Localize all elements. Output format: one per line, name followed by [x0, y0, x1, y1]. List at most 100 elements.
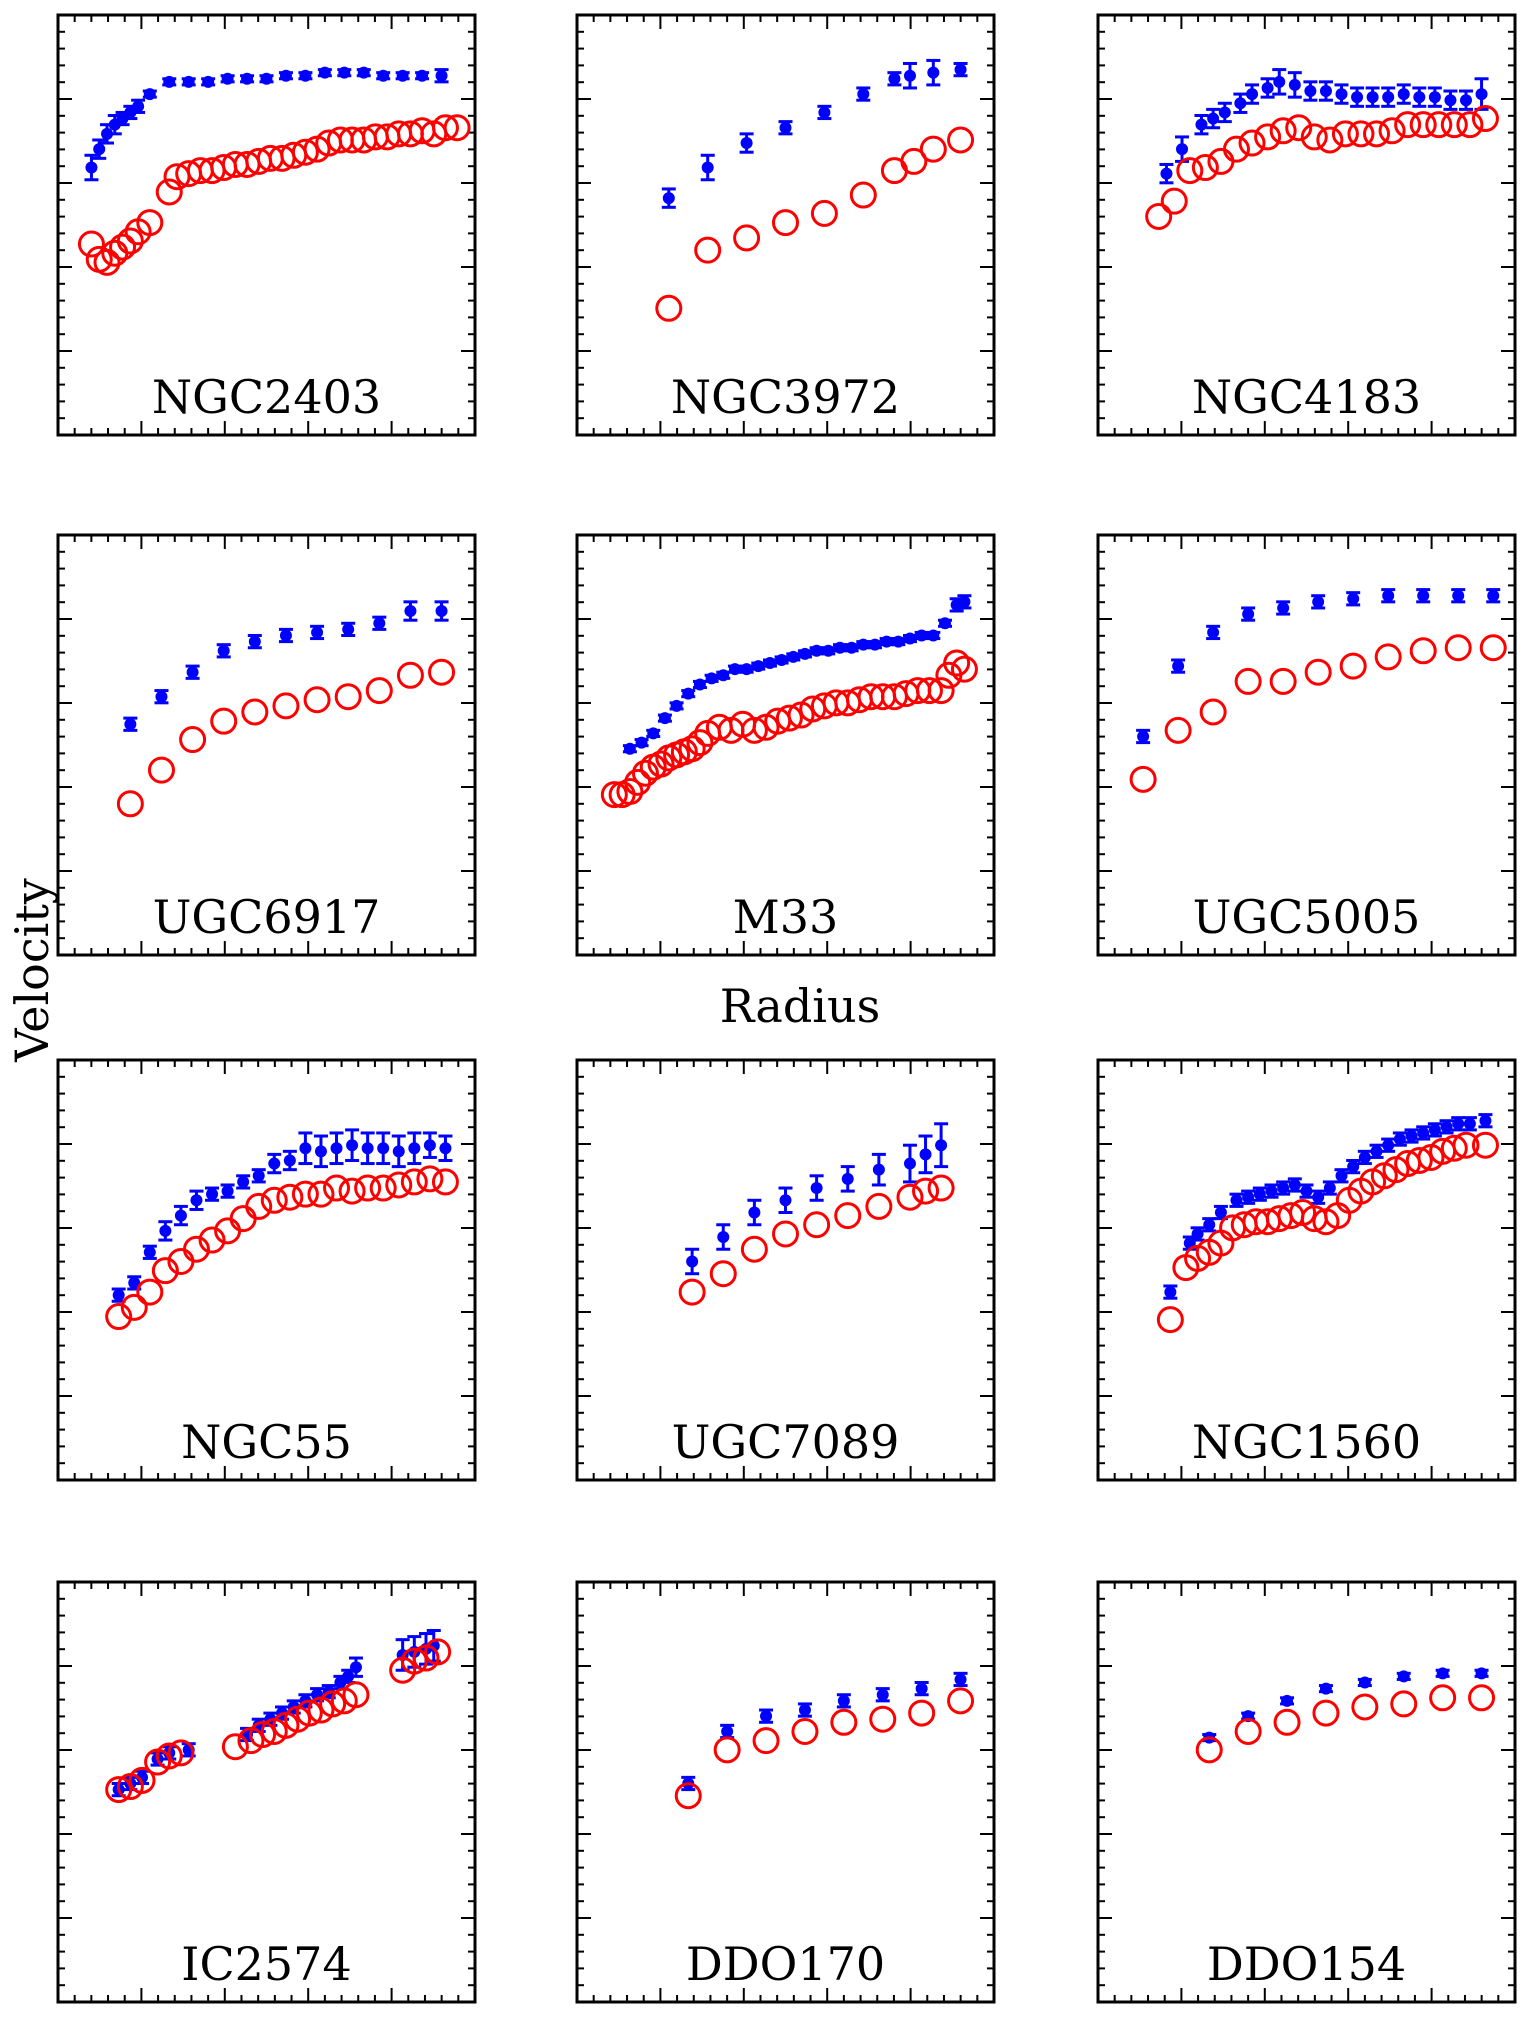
model-point [155, 1742, 183, 1770]
model-point [1394, 111, 1422, 139]
panel-frame [56, 533, 477, 957]
series-model [105, 1165, 459, 1331]
observed-point [1459, 94, 1472, 107]
model-point [947, 126, 975, 154]
observed-point [1382, 1139, 1395, 1152]
series-model [600, 649, 978, 809]
observed-point [330, 1142, 343, 1155]
model-point [912, 1177, 940, 1205]
model-point [752, 1727, 780, 1755]
model-point [323, 1174, 351, 1202]
model-point [1207, 147, 1235, 175]
observed-point [1242, 1191, 1255, 1204]
panel-frame [56, 1058, 477, 1482]
panel-frame [575, 533, 996, 957]
axis-ticks [58, 535, 475, 955]
model-point [1471, 105, 1499, 133]
panel-ngc3972: NGC3972 [575, 13, 996, 437]
observed-point [717, 669, 730, 682]
model-point [950, 655, 978, 683]
model-point [686, 729, 714, 757]
observed-point [338, 66, 351, 79]
observed-point [748, 1206, 761, 1219]
observed-point [1277, 601, 1290, 614]
observed-point [958, 595, 971, 608]
axis-ticks [577, 1060, 994, 1480]
panel-grid: NGC2403 NGC3972 NGC4183 UGC6917 M33 UGC5005 NG… [56, 13, 1517, 2004]
observed-point [1382, 589, 1395, 602]
model-point [896, 1183, 924, 1211]
observed-point [938, 617, 951, 630]
observed-point [206, 1188, 219, 1201]
panel-frame [575, 13, 996, 437]
model-point [1195, 1736, 1223, 1764]
observed-point [423, 1139, 436, 1152]
observed-point [202, 75, 215, 88]
model-point [369, 1174, 397, 1202]
panel-title: NGC2403 [152, 370, 381, 424]
model-point [1234, 667, 1262, 695]
observed-point [1444, 94, 1457, 107]
observed-point [1358, 1676, 1371, 1689]
observed-point [1436, 1667, 1449, 1680]
model-point [1191, 154, 1219, 182]
observed-point [1475, 1667, 1488, 1680]
observed-point [682, 687, 695, 700]
observed-point [1195, 118, 1208, 131]
model-point [1390, 1690, 1418, 1718]
model-point [1145, 202, 1173, 230]
observed-point [342, 623, 355, 636]
observed-point [810, 1182, 823, 1195]
model-point [1409, 637, 1437, 665]
model-point [365, 677, 393, 705]
series-observed [1163, 1113, 1493, 1300]
model-point [791, 1717, 819, 1745]
model-point [772, 1220, 799, 1248]
model-point [93, 248, 121, 276]
observed-point [143, 1246, 156, 1259]
model-point [431, 114, 459, 142]
observed-point [721, 1725, 734, 1738]
model-point [1129, 765, 1157, 793]
model-point [1331, 120, 1359, 148]
model-point [1374, 643, 1402, 671]
panel-ugc7089: UGC7089 [575, 1058, 996, 1482]
model-point [416, 1165, 444, 1193]
model-point [319, 1690, 347, 1718]
model-point [342, 1681, 370, 1709]
observed-point [892, 635, 905, 648]
panel-title: NGC3972 [671, 370, 900, 424]
model-point [229, 1205, 257, 1233]
model-point [241, 698, 269, 726]
model-point [733, 224, 761, 252]
axis-ticks [577, 15, 994, 435]
model-point [1409, 111, 1437, 139]
model-point [678, 735, 706, 763]
observed-point [416, 69, 429, 82]
series-observed [84, 66, 449, 182]
panel-ugc6917: UGC6917 [56, 533, 477, 957]
panel-ngc55: NGC55 [56, 1058, 477, 1482]
model-point [1285, 114, 1313, 142]
model-point [1199, 698, 1227, 726]
series-model [116, 658, 456, 818]
model-point [354, 1174, 382, 1202]
model-point [109, 233, 137, 261]
observed-point [342, 1670, 355, 1683]
model-point [182, 1235, 210, 1263]
observed-point [241, 72, 254, 85]
observed-point [880, 635, 893, 648]
model-point [396, 661, 424, 689]
model-point [919, 135, 947, 163]
observed-point [954, 63, 967, 76]
model-point [869, 1705, 897, 1733]
panel-frame [1096, 533, 1517, 957]
observed-point [124, 718, 137, 731]
model-point [1405, 1147, 1433, 1174]
observed-point [1265, 1185, 1278, 1198]
panel-title: DDO154 [1207, 1937, 1406, 1991]
observed-point [1164, 1286, 1177, 1299]
observed-point [314, 1145, 327, 1158]
model-point [849, 181, 877, 209]
